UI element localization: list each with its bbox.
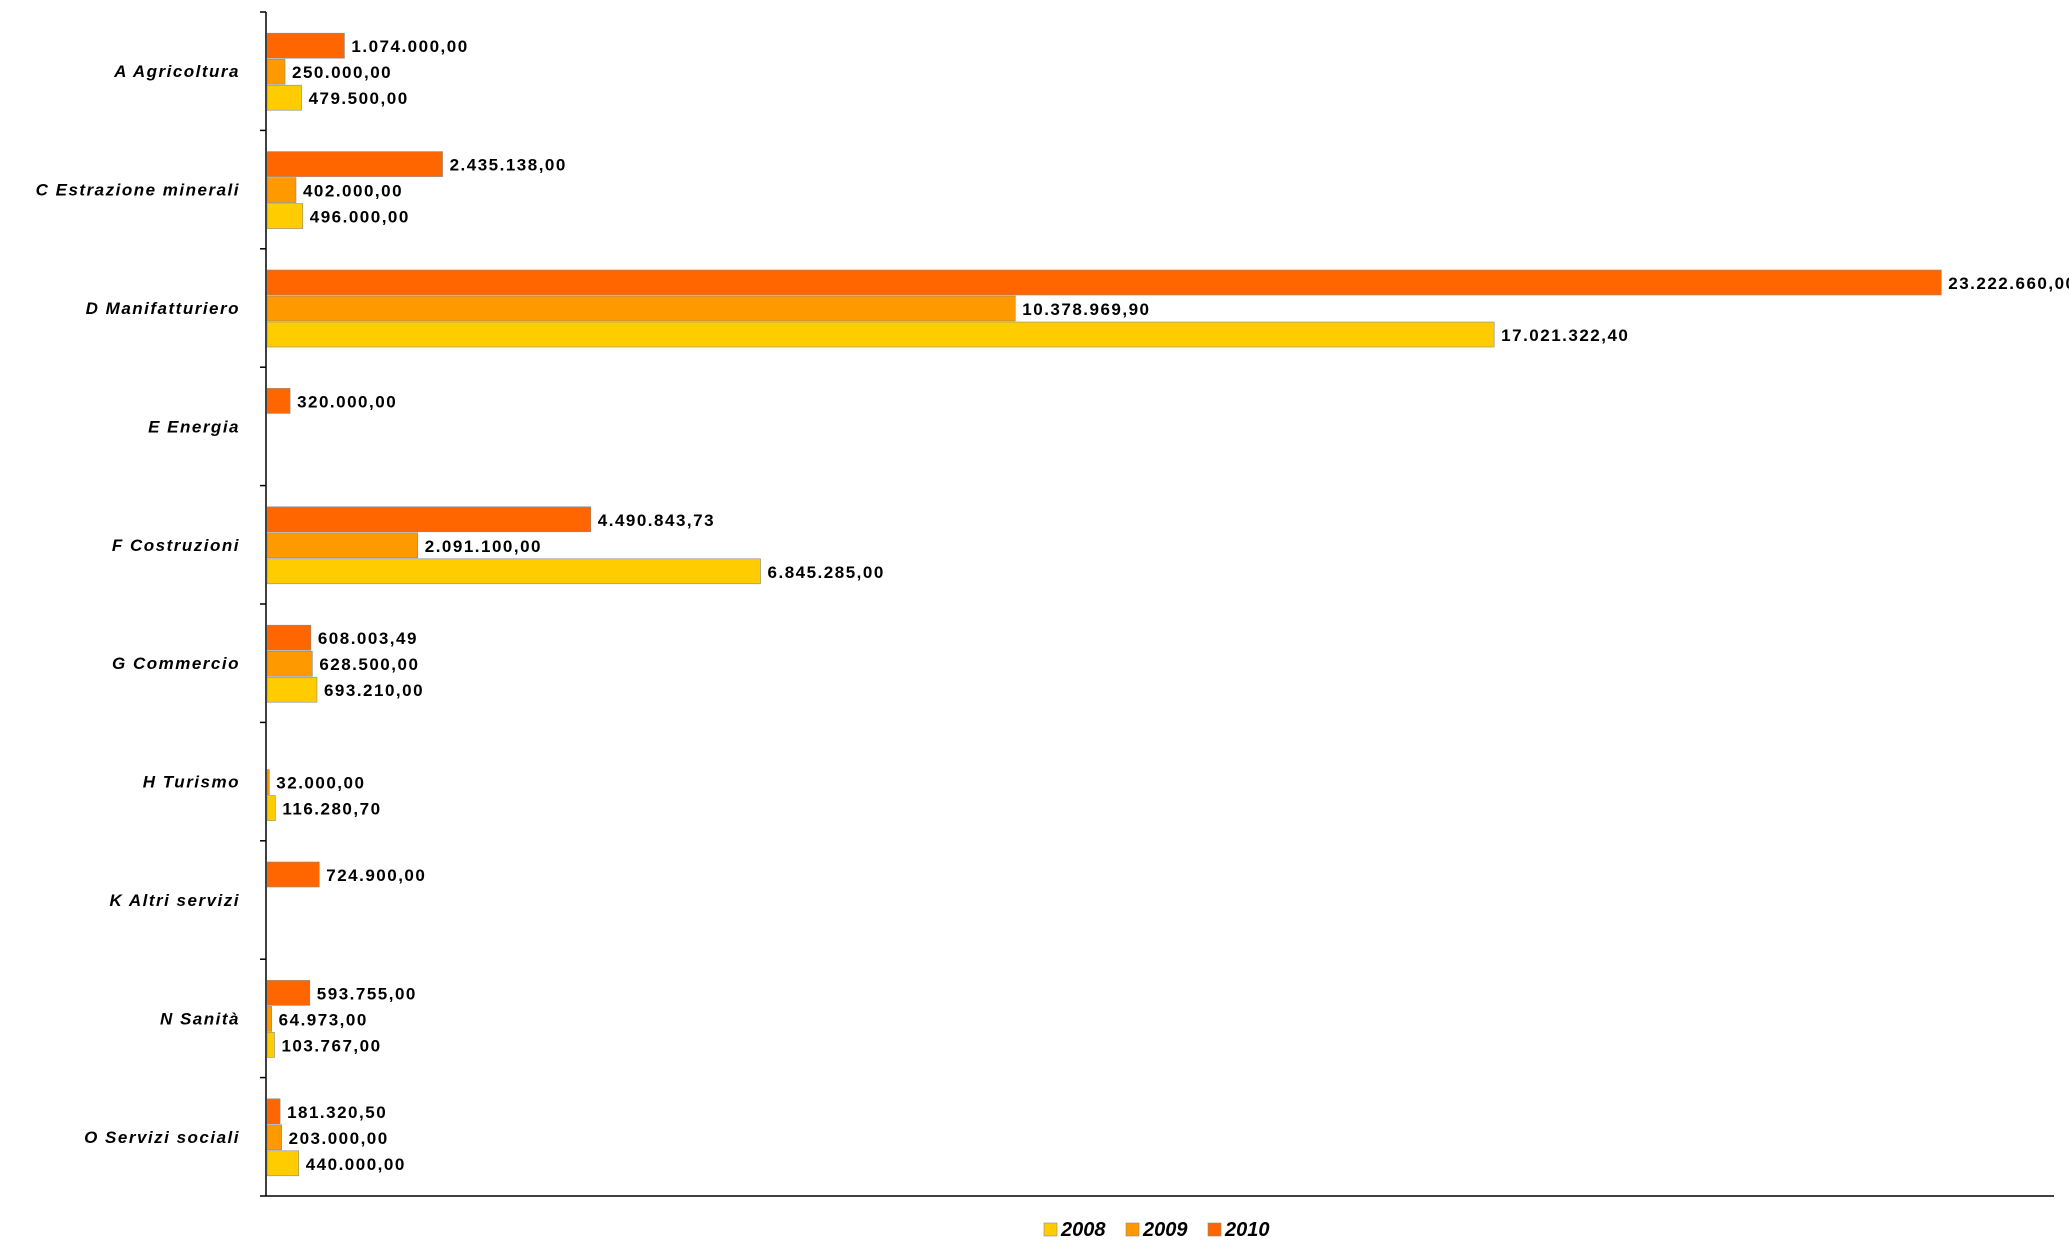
data-label-2008: 693.210,00 (324, 681, 424, 700)
bar-2009 (266, 1124, 282, 1151)
bar-2010 (266, 1098, 281, 1125)
bar-2009 (266, 295, 1016, 322)
data-label-2009: 2.091.100,00 (425, 537, 542, 556)
plot-area: A Agricoltura 479.500,00 250.000,00 1.074.0… (36, 11, 2069, 1197)
category-label: K Altri servizi (109, 891, 240, 910)
bar-2010 (266, 32, 345, 59)
data-label-2010: 724.900,00 (326, 866, 426, 885)
bar-2010 (266, 506, 592, 533)
category-label: N Sanità (160, 1009, 240, 1028)
legend-swatch-2010 (1207, 1222, 1222, 1237)
bar-2008 (266, 795, 276, 821)
data-label-2009: 203.000,00 (289, 1129, 389, 1148)
data-label-2009: 628.500,00 (319, 655, 419, 674)
legend: 2008 2009 2010 (1043, 1219, 1270, 1241)
bar-2009 (266, 650, 313, 677)
category-label: H Turismo (143, 773, 240, 792)
bar-2010 (266, 269, 1942, 296)
category-label: D Manifatturiero (86, 299, 240, 318)
data-label-2009: 250.000,00 (292, 63, 392, 82)
bar-2009 (266, 769, 270, 795)
legend-label-2009: 2009 (1142, 1219, 1188, 1241)
bar-2010 (266, 151, 443, 177)
category-label: O Servizi sociali (84, 1128, 240, 1147)
data-label-2009: 10.378.969,90 (1022, 300, 1150, 319)
bar-2010 (266, 624, 312, 651)
data-label-2008: 496.000,00 (310, 208, 410, 227)
legend-swatch-2009 (1125, 1222, 1140, 1237)
data-label-2010: 1.074.000,00 (351, 37, 468, 56)
data-label-2008: 17.021.322,40 (1501, 326, 1629, 345)
category-label: E Energia (148, 417, 240, 436)
data-label-2008: 440.000,00 (306, 1155, 406, 1174)
category-label: C Estrazione minerali (36, 181, 240, 200)
legend-label-2008: 2008 (1060, 1219, 1106, 1241)
data-label-2010: 181.320,50 (287, 1103, 387, 1122)
category-label: A Agricoltura (113, 62, 240, 81)
data-label-2010: 320.000,00 (297, 392, 397, 411)
bar-2008 (266, 1150, 300, 1177)
legend-label-2010: 2010 (1224, 1219, 1270, 1241)
data-label-2010: 608.003,49 (318, 629, 418, 648)
data-label-2008: 116.280,70 (282, 800, 381, 819)
data-label-2010: 593.755,00 (317, 984, 417, 1003)
bar-2009 (266, 532, 419, 559)
bar-2008 (266, 1032, 275, 1058)
data-label-2009: 402.000,00 (303, 182, 403, 201)
bar-2008 (266, 321, 1495, 348)
bar-2008 (266, 558, 761, 585)
category-label: G Commercio (112, 654, 240, 673)
bar-2008 (266, 676, 318, 703)
bar-2010 (266, 980, 311, 1006)
legend-swatch-2008 (1043, 1222, 1058, 1237)
data-label-2008: 479.500,00 (309, 89, 409, 108)
bar-2009 (266, 177, 297, 203)
bar-2008 (266, 84, 302, 111)
bar-2009 (266, 58, 286, 85)
category-label: F Costruzioni (112, 536, 240, 555)
bar-2009 (266, 1006, 272, 1032)
data-label-2010: 23.222.660,00 (1948, 274, 2069, 293)
data-label-2009: 32.000,00 (276, 774, 365, 793)
bar-2008 (266, 203, 304, 229)
bar-2010 (266, 388, 291, 414)
bar-2010 (266, 861, 320, 888)
data-label-2008: 103.767,00 (281, 1036, 381, 1055)
data-label-2010: 4.490.843,73 (598, 511, 715, 530)
data-label-2009: 64.973,00 (279, 1010, 368, 1029)
data-label-2008: 6.845.285,00 (768, 563, 885, 582)
data-label-2010: 2.435.138,00 (450, 156, 567, 175)
